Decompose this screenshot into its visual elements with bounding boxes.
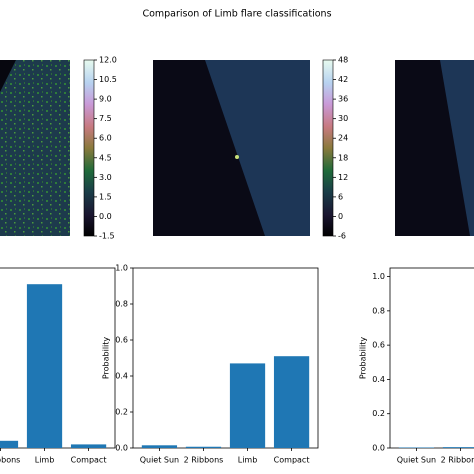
colorbar-tick-label: 7.5 — [99, 114, 112, 123]
colorbar-tick-label: 12.0 — [99, 56, 117, 65]
colorbar-tick-label: 10.5 — [99, 75, 117, 84]
axes-frame — [389, 267, 474, 449]
x-tick-label: Quiet Sun — [397, 456, 436, 465]
y-axis-label: Probability — [359, 337, 368, 380]
colorbar-tick-label: 6.0 — [99, 134, 112, 143]
colorbar-tick-label: 42 — [338, 75, 348, 84]
y-tick-label: 0.6 — [115, 336, 128, 345]
colorbar-tick-label: 6 — [338, 192, 343, 201]
off-disk — [0, 60, 16, 92]
bar — [26, 284, 63, 448]
colorbar-tick-label: 0 — [338, 212, 343, 221]
y-tick-label: 0.8 — [372, 306, 385, 315]
colorbar-tick-label: 48 — [338, 56, 348, 65]
image-panel — [395, 60, 474, 236]
x-tick-label: Limb — [35, 456, 55, 465]
figure-title: Comparison of Limb flare classifications — [142, 9, 331, 20]
y-tick-label: 0.6 — [372, 341, 385, 350]
x-tick-label: 2 Ribbons — [441, 456, 474, 465]
colorbar-tick-label: 1.5 — [99, 192, 112, 201]
bar — [229, 363, 266, 448]
y-tick-label: 0.0 — [115, 444, 128, 453]
x-tick-label: 2 Ribbons — [0, 456, 20, 465]
y-tick-label: 0.0 — [372, 444, 385, 453]
off-disk — [395, 60, 470, 236]
colorbar-tick-label: 3.0 — [99, 173, 112, 182]
image-panel — [153, 60, 310, 236]
axes-frame — [0, 267, 116, 449]
colorbar — [83, 59, 95, 237]
colorbar-tick-label: 24 — [338, 134, 348, 143]
y-tick-label: 0.4 — [372, 375, 385, 384]
y-tick-label: 1.0 — [372, 272, 385, 281]
colorbar-tick-label: 30 — [338, 114, 348, 123]
off-disk — [153, 60, 265, 236]
bar — [273, 356, 310, 448]
bar — [141, 445, 178, 448]
colorbar-tick-label: 4.5 — [99, 153, 112, 162]
flare-spot — [235, 155, 239, 159]
y-tick-label: 1.0 — [115, 264, 128, 273]
colorbar-tick-label: -1.5 — [99, 232, 115, 241]
bar — [398, 447, 435, 448]
colorbar-tick-label: 36 — [338, 95, 348, 104]
y-axis-label: Probability — [102, 337, 111, 380]
colorbar-tick-label: 12 — [338, 173, 348, 182]
image — [0, 60, 70, 236]
y-tick-label: 0.2 — [115, 408, 128, 417]
colorbar-tick-label: 9.0 — [99, 95, 112, 104]
bar — [185, 446, 222, 448]
x-tick-label: Quiet Sun — [140, 456, 179, 465]
colorbar-tick-label: 18 — [338, 153, 348, 162]
axes-frame — [132, 267, 319, 449]
colorbar-tick-label: 0.0 — [99, 212, 112, 221]
bar — [442, 447, 474, 448]
x-tick-label: 2 Ribbons — [184, 456, 224, 465]
x-tick-label: Compact — [71, 456, 107, 465]
image-panel — [0, 60, 70, 236]
colorbar — [322, 59, 334, 237]
y-tick-label: 0.4 — [115, 372, 128, 381]
bar — [0, 440, 19, 448]
bar — [70, 444, 107, 448]
x-tick-label: Compact — [274, 456, 310, 465]
colorbar-tick-label: -6 — [338, 232, 346, 241]
y-tick-label: 0.8 — [115, 300, 128, 309]
x-tick-label: Limb — [238, 456, 258, 465]
y-tick-label: 0.2 — [372, 409, 385, 418]
